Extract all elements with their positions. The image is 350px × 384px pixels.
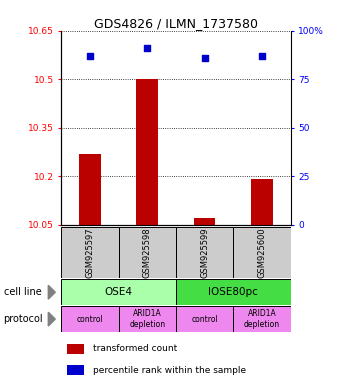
Title: GDS4826 / ILMN_1737580: GDS4826 / ILMN_1737580 xyxy=(94,17,258,30)
Bar xyxy=(61,279,176,305)
Bar xyxy=(176,279,290,305)
Text: ARID1A
depletion: ARID1A depletion xyxy=(244,310,280,329)
Text: GSM925598: GSM925598 xyxy=(143,227,152,278)
Text: protocol: protocol xyxy=(4,314,43,324)
Polygon shape xyxy=(48,285,55,299)
Text: ARID1A
depletion: ARID1A depletion xyxy=(129,310,165,329)
Text: GSM925599: GSM925599 xyxy=(200,227,209,278)
Bar xyxy=(176,306,233,332)
Text: IOSE80pc: IOSE80pc xyxy=(208,287,258,297)
Bar xyxy=(67,365,84,376)
Bar xyxy=(176,227,233,278)
Text: control: control xyxy=(77,314,103,324)
Text: control: control xyxy=(191,314,218,324)
Text: cell line: cell line xyxy=(4,287,41,297)
Point xyxy=(259,53,265,59)
Point xyxy=(87,53,93,59)
Bar xyxy=(136,79,158,225)
Bar xyxy=(233,306,290,332)
Point xyxy=(145,45,150,51)
Bar xyxy=(194,218,215,225)
Text: percentile rank within the sample: percentile rank within the sample xyxy=(93,366,246,374)
Bar xyxy=(79,154,101,225)
Bar xyxy=(61,306,119,332)
Bar xyxy=(119,227,176,278)
Text: transformed count: transformed count xyxy=(93,344,177,353)
Text: OSE4: OSE4 xyxy=(105,287,133,297)
Bar xyxy=(67,344,84,354)
Bar xyxy=(119,306,176,332)
Bar xyxy=(233,227,290,278)
Point xyxy=(202,55,207,61)
Text: GSM925600: GSM925600 xyxy=(257,227,266,278)
Bar xyxy=(61,227,119,278)
Bar xyxy=(251,179,273,225)
Text: GSM925597: GSM925597 xyxy=(85,227,94,278)
Polygon shape xyxy=(48,312,55,326)
